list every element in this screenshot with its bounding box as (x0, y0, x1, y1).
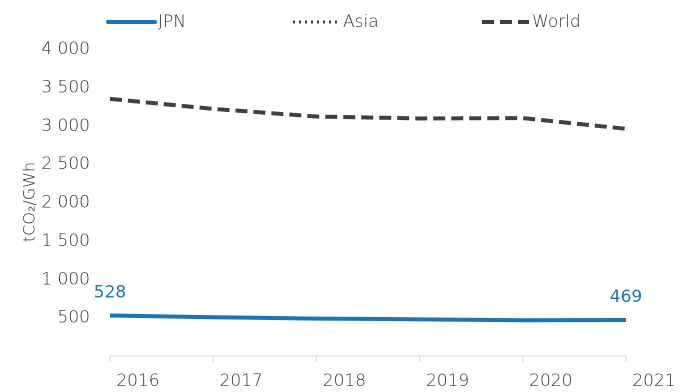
y-tick-label: 3 000 (41, 116, 90, 136)
x-tick-label: 2018 (323, 371, 366, 391)
legend-label: JPN (158, 12, 186, 32)
y-tick-label: 2 000 (41, 193, 90, 213)
series-line (109, 313, 627, 323)
legend-label: Asia (343, 12, 379, 32)
y-axis-label: tCO₂/GWh (20, 162, 39, 242)
x-tick-label: 2020 (529, 371, 572, 391)
y-tick-label: 4 000 (41, 39, 90, 59)
x-tick-label: 2016 (116, 371, 159, 391)
x-tick-label: 2017 (220, 371, 263, 391)
legend-label: World (532, 12, 581, 32)
x-tick-label: 2019 (426, 371, 469, 391)
y-tick-label: 1 500 (41, 231, 90, 251)
data-label: 528 (94, 282, 126, 302)
y-tick-label: 500 (58, 308, 90, 328)
y-tick-label: 2 500 (41, 154, 90, 174)
y-tick-label: 1 000 (41, 269, 90, 289)
data-label: 469 (610, 287, 642, 307)
x-tick-label: 2021 (632, 371, 675, 391)
y-tick-label: 3 500 (41, 77, 90, 97)
series-line (109, 96, 627, 131)
